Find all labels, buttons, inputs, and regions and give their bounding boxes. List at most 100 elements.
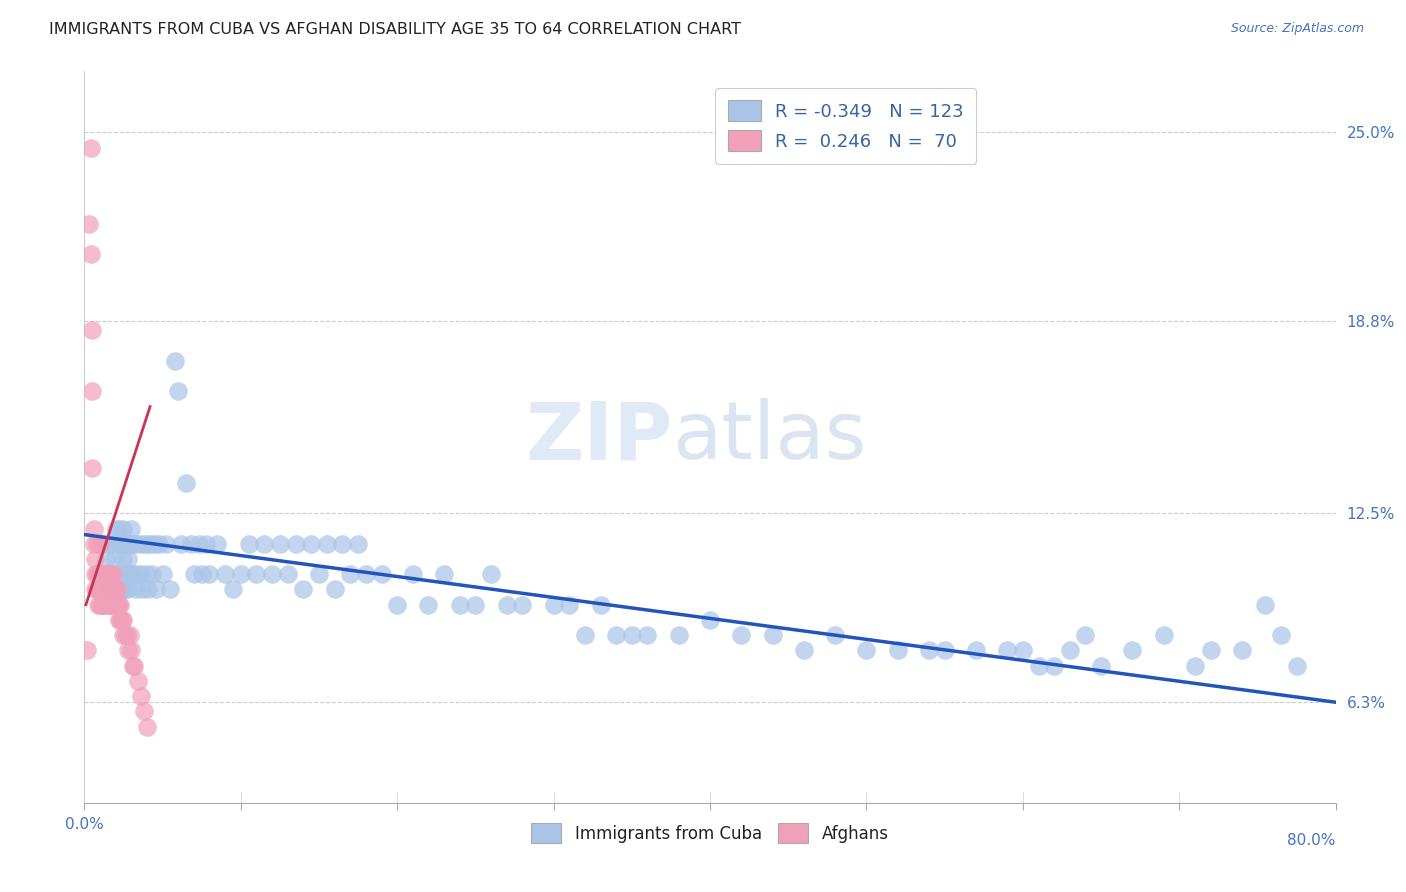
Point: [93, 598, 115, 612]
Point: [98, 598, 121, 612]
Point: [139, 537, 162, 551]
Point: [91, 567, 114, 582]
Point: [1254, 598, 1277, 612]
Point: [105, 598, 128, 612]
Point: [1028, 658, 1050, 673]
Point: [129, 689, 152, 703]
Point: [114, 628, 136, 642]
Point: [96, 598, 118, 612]
Point: [100, 582, 122, 597]
Point: [512, 598, 534, 612]
Point: [91, 537, 114, 551]
Point: [90, 567, 112, 582]
Point: [145, 582, 167, 597]
Point: [112, 521, 135, 535]
Point: [118, 628, 141, 642]
Point: [110, 537, 132, 551]
Point: [76, 643, 98, 657]
Text: atlas: atlas: [672, 398, 868, 476]
Point: [637, 628, 659, 642]
Point: [574, 628, 596, 642]
Point: [148, 537, 170, 551]
Point: [117, 643, 139, 657]
Point: [152, 567, 174, 582]
Point: [107, 613, 129, 627]
Text: Source: ZipAtlas.com: Source: ZipAtlas.com: [1230, 22, 1364, 36]
Point: [97, 567, 120, 582]
Point: [131, 582, 153, 597]
Text: ZIP: ZIP: [526, 398, 672, 476]
Point: [589, 598, 612, 612]
Point: [107, 598, 129, 612]
Point: [98, 582, 121, 597]
Point: [89, 582, 111, 597]
Point: [167, 384, 190, 399]
Point: [103, 552, 125, 566]
Point: [87, 567, 110, 582]
Point: [77, 217, 100, 231]
Point: [104, 598, 127, 612]
Point: [402, 567, 425, 582]
Point: [117, 552, 139, 566]
Point: [965, 643, 987, 657]
Point: [793, 643, 815, 657]
Point: [110, 582, 132, 597]
Point: [101, 582, 124, 597]
Point: [207, 537, 229, 551]
Point: [79, 247, 101, 261]
Point: [1074, 628, 1097, 642]
Point: [115, 628, 138, 642]
Point: [104, 582, 127, 597]
Point: [620, 628, 643, 642]
Point: [117, 582, 139, 597]
Point: [238, 537, 260, 551]
Point: [170, 537, 193, 551]
Point: [262, 567, 284, 582]
Point: [495, 598, 517, 612]
Point: [277, 567, 299, 582]
Point: [98, 567, 121, 582]
Point: [605, 628, 627, 642]
Point: [354, 567, 377, 582]
Point: [128, 537, 150, 551]
Point: [101, 598, 124, 612]
Point: [136, 567, 159, 582]
Point: [136, 537, 159, 551]
Point: [103, 582, 125, 597]
Point: [84, 552, 107, 566]
Point: [1012, 643, 1035, 657]
Point: [103, 598, 125, 612]
Point: [86, 582, 108, 597]
Point: [89, 598, 111, 612]
Point: [112, 628, 135, 642]
Point: [995, 643, 1018, 657]
Point: [730, 628, 752, 642]
Point: [308, 567, 330, 582]
Point: [190, 567, 212, 582]
Point: [89, 537, 111, 551]
Point: [120, 537, 142, 551]
Point: [118, 537, 141, 551]
Point: [120, 643, 142, 657]
Point: [222, 582, 245, 597]
Point: [84, 582, 107, 597]
Point: [543, 598, 565, 612]
Text: 80.0%: 80.0%: [1288, 833, 1336, 848]
Point: [86, 537, 108, 551]
Point: [83, 521, 105, 535]
Point: [214, 567, 236, 582]
Point: [83, 537, 105, 551]
Point: [418, 598, 440, 612]
Point: [159, 582, 181, 597]
Point: [315, 537, 337, 551]
Point: [107, 521, 129, 535]
Point: [100, 598, 122, 612]
Point: [93, 582, 115, 597]
Point: [112, 552, 135, 566]
Text: IMMIGRANTS FROM CUBA VS AFGHAN DISABILITY AGE 35 TO 64 CORRELATION CHART: IMMIGRANTS FROM CUBA VS AFGHAN DISABILIT…: [49, 22, 741, 37]
Point: [110, 598, 132, 612]
Point: [370, 567, 392, 582]
Point: [699, 613, 721, 627]
Point: [101, 567, 124, 582]
Point: [101, 537, 124, 551]
